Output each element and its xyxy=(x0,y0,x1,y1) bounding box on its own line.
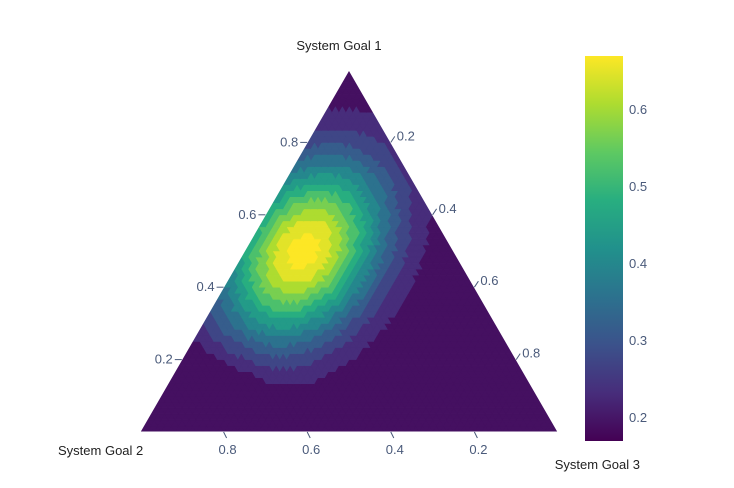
colorbar-tick-label: 0.5 xyxy=(629,179,647,194)
tick-label-goal1: 0.8 xyxy=(280,134,298,149)
tick-goal3 xyxy=(473,280,479,288)
tick-goal2 xyxy=(390,431,395,439)
tick-label-goal3: 0.8 xyxy=(522,346,540,361)
tick-label-goal2: 0.2 xyxy=(469,442,487,457)
tick-goal2 xyxy=(223,431,228,439)
contour-plot-area[interactable] xyxy=(140,70,558,432)
tick-goal2 xyxy=(306,431,311,439)
vertex-label-goal3: System Goal 3 xyxy=(555,457,640,472)
tick-goal3 xyxy=(432,208,438,216)
colorbar-gradient xyxy=(585,56,623,441)
vertex-label-goal2: System Goal 2 xyxy=(58,443,143,458)
tick-label-goal1: 0.6 xyxy=(238,207,256,222)
tick-goal3 xyxy=(390,136,396,143)
colorbar: 0.2 0.3 0.4 0.5 0.6 xyxy=(585,56,647,441)
colorbar-tick-label: 0.4 xyxy=(629,256,647,271)
tick-goal3 xyxy=(515,353,521,360)
tick-label-goal1: 0.4 xyxy=(197,279,215,294)
tick-label-goal2: 0.6 xyxy=(302,442,320,457)
colorbar-tick-label: 0.3 xyxy=(629,333,647,348)
colorbar-tick-label: 0.2 xyxy=(629,410,647,425)
tick-label-goal2: 0.8 xyxy=(219,442,237,457)
tick-goal2 xyxy=(473,431,478,439)
tick-label-goal3: 0.2 xyxy=(397,128,415,143)
tick-label-goal3: 0.4 xyxy=(439,201,457,216)
vertex-label-goal1: System Goal 1 xyxy=(296,38,381,53)
tick-label-goal2: 0.4 xyxy=(386,442,404,457)
tick-label-goal3: 0.6 xyxy=(480,273,498,288)
colorbar-tick-label: 0.6 xyxy=(629,102,647,117)
tick-label-goal1: 0.2 xyxy=(155,352,173,367)
